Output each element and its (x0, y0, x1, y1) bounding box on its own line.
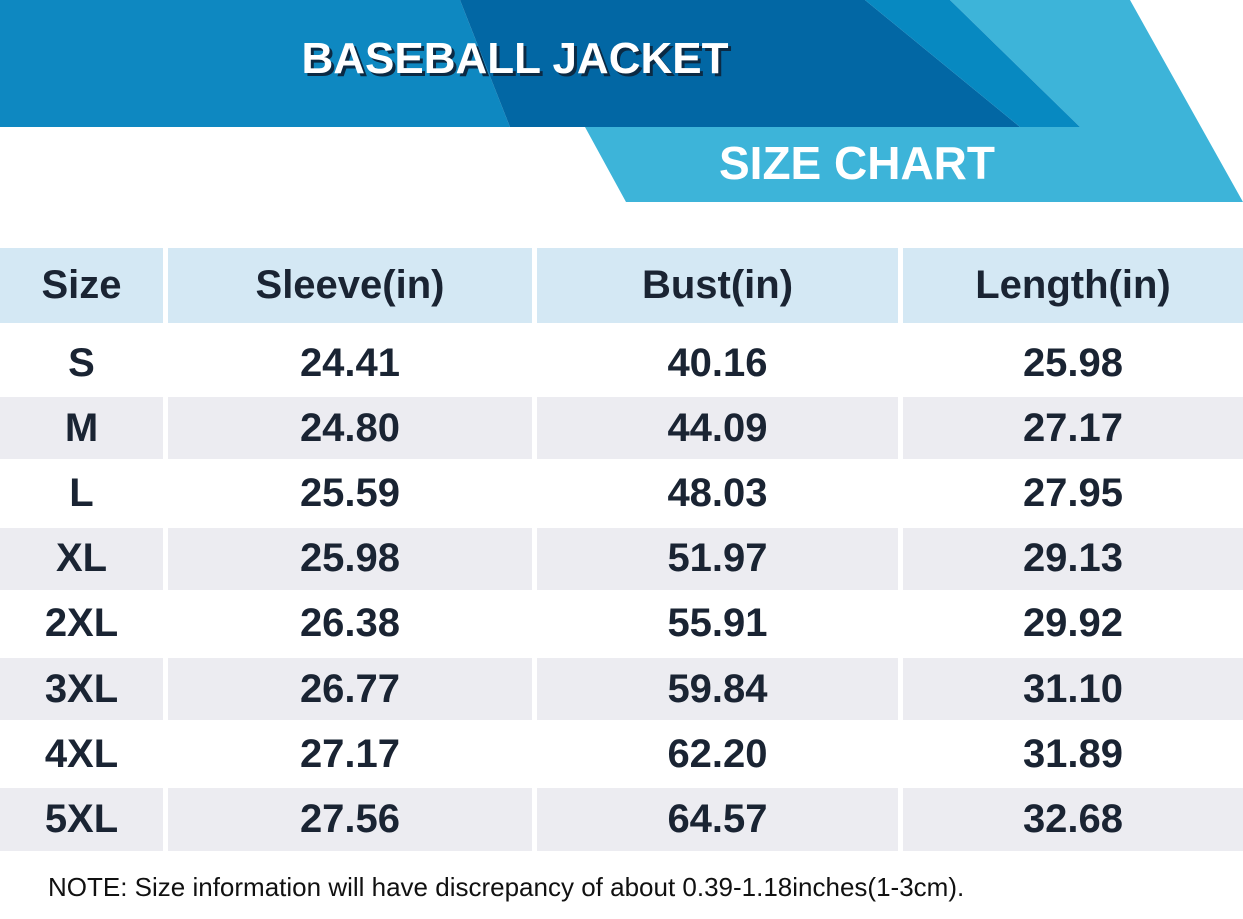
measurement: 64.57 (537, 788, 898, 851)
measurement: 44.09 (537, 397, 898, 460)
measurement: 26.77 (168, 658, 532, 721)
size-label: L (69, 470, 94, 515)
size-label: 2XL (44, 601, 119, 646)
banner-mid (865, 0, 1080, 127)
measurement: 26.38 (299, 601, 401, 646)
measurement: 40.16 (667, 340, 768, 385)
measurement: 27.17 (299, 731, 401, 776)
size-label: S (68, 340, 95, 385)
measurement: 24.41 (299, 340, 401, 385)
measurement: 32.68 (903, 788, 1243, 851)
measurement: 27.95 (1022, 470, 1124, 515)
measurement: 25.59 (299, 470, 401, 515)
measurement: 48.03 (667, 470, 768, 515)
measurement: 59.84 (537, 658, 898, 721)
measurement: 24.80 (168, 397, 532, 460)
size-label: 4XL (44, 731, 119, 776)
title: BASEBALL JACKET (301, 34, 728, 83)
banner-left (0, 0, 510, 127)
measurement: 27.17 (903, 397, 1243, 460)
note: NOTE: Size information will have discrep… (48, 872, 965, 902)
measurement: 27.56 (168, 788, 532, 851)
measurement: 31.10 (903, 658, 1243, 721)
title-shadow: BASEBALL JACKET (304, 37, 731, 86)
column-header: Size (0, 248, 163, 323)
size-label: 5XL (0, 788, 163, 851)
measurement: 51.97 (537, 527, 898, 590)
banner-light (585, 0, 1243, 202)
size-label: 3XL (0, 658, 163, 721)
subtitle: SIZE CHART (719, 137, 995, 189)
banner-dark (460, 0, 1020, 127)
column-header: Sleeve(in) (168, 248, 532, 323)
column-header: Length(in) (903, 248, 1243, 323)
measurement: 62.20 (667, 731, 768, 776)
measurement: 31.89 (1022, 731, 1124, 776)
measurement: 55.91 (667, 601, 768, 646)
banner: BASEBALL JACKET BASEBALL JACKET SIZE CHA… (0, 0, 1243, 202)
size-label: XL (0, 527, 163, 590)
measurement: 25.98 (1022, 340, 1124, 385)
measurement: 25.98 (168, 527, 532, 590)
measurement: 29.92 (1022, 601, 1124, 646)
measurement: 29.13 (903, 527, 1243, 590)
column-header: Bust(in) (537, 248, 898, 323)
size-label: M (0, 397, 163, 460)
